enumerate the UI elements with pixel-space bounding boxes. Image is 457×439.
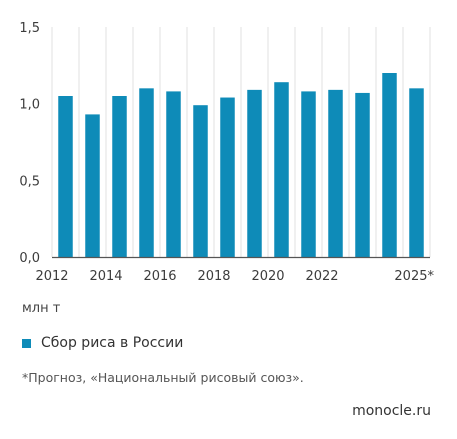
bar — [382, 73, 397, 257]
y-tick-label: 0,5 — [19, 174, 40, 189]
x-tick-label: 2020 — [251, 269, 284, 284]
footnote: *Прогноз, «Национальный рисовый союз». — [22, 370, 304, 385]
x-tick-label: 2018 — [197, 269, 230, 284]
x-tick-label: 2025* — [394, 269, 434, 284]
y-tick-label: 0,0 — [19, 251, 40, 266]
source-label: monocle.ru — [352, 403, 431, 419]
legend: Сбор риса в России — [22, 335, 183, 351]
unit-label: млн т — [22, 301, 61, 316]
rice-harvest-chart: 0,0 0,5 1,0 1,5 2012 2014 2016 2018 2020 2022 2025… — [19, 21, 434, 284]
legend-swatch — [22, 338, 31, 348]
y-tick-label: 1,0 — [19, 98, 40, 113]
bar — [409, 88, 424, 257]
y-tick-label: 1,5 — [19, 21, 40, 36]
bar — [247, 89, 262, 257]
bar — [274, 82, 289, 257]
x-tick-label: 2022 — [305, 269, 338, 284]
bar — [166, 91, 181, 258]
bar — [301, 91, 316, 258]
legend-label: Сбор риса в России — [41, 335, 184, 351]
x-tick-label: 2012 — [35, 269, 68, 284]
bar — [355, 92, 370, 257]
bar — [193, 105, 208, 257]
bar — [139, 88, 154, 257]
bar — [85, 114, 100, 258]
bar — [220, 97, 235, 258]
bar — [328, 89, 343, 257]
x-tick-label: 2014 — [89, 269, 122, 284]
bar — [112, 96, 127, 257]
bar — [58, 96, 73, 257]
x-tick-label: 2016 — [143, 269, 176, 284]
